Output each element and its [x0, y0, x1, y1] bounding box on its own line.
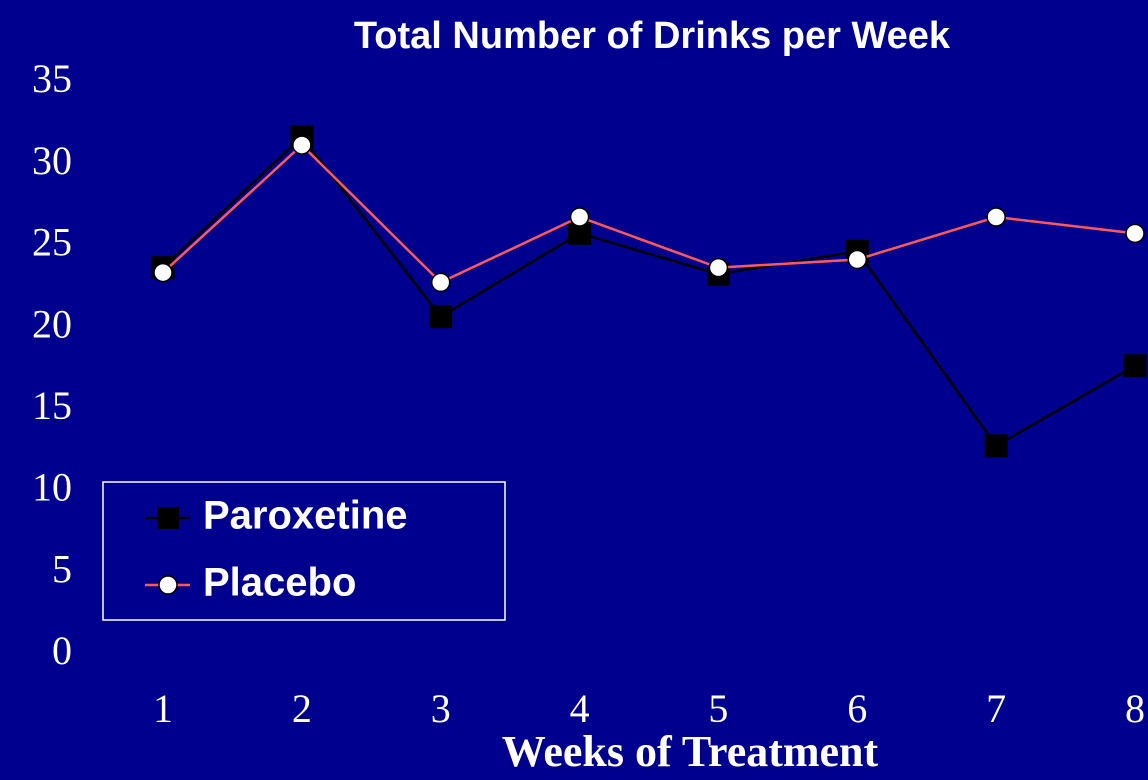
marker — [292, 135, 312, 155]
legend-marker — [158, 575, 178, 595]
marker — [708, 257, 729, 278]
marker — [569, 207, 590, 227]
chart-title: Total Number of Drinks per Week — [354, 15, 951, 57]
legend-box — [102, 481, 506, 621]
marker — [429, 305, 453, 329]
y-tick-label: 30 — [32, 138, 72, 183]
x-axis-title: Weeks of Treatment — [502, 727, 879, 776]
series-line — [162, 143, 1136, 284]
y-tick-label: 25 — [32, 220, 72, 265]
y-tick-label: 0 — [52, 628, 72, 673]
y-tick-label: 15 — [32, 383, 72, 428]
legend-label: Paroxetine — [203, 494, 408, 538]
marker — [430, 272, 451, 293]
marker — [984, 434, 1008, 458]
legend: Paroxetine Placebo — [102, 481, 506, 621]
marker — [1123, 354, 1147, 378]
x-tick-label: 5 — [708, 686, 728, 731]
marker — [153, 262, 173, 283]
y-tick-label: 35 — [32, 56, 72, 101]
marker — [1125, 223, 1145, 244]
marker — [847, 249, 868, 270]
marker — [986, 207, 1006, 227]
x-tick-label: 4 — [570, 686, 590, 731]
legend-label: Placebo — [203, 561, 356, 605]
legend-marker — [157, 507, 179, 529]
x-tick-label: 3 — [431, 686, 451, 731]
x-tick-label: 1 — [153, 686, 173, 731]
y-tick-label: 5 — [52, 546, 72, 591]
y-tick-label: 10 — [32, 465, 72, 510]
x-tick-label: 7 — [986, 686, 1006, 731]
y-tick-label: 20 — [32, 301, 72, 346]
x-tick-label: 8 — [1125, 686, 1145, 731]
x-tick-label: 6 — [847, 686, 867, 731]
x-tick-label: 2 — [292, 686, 312, 731]
